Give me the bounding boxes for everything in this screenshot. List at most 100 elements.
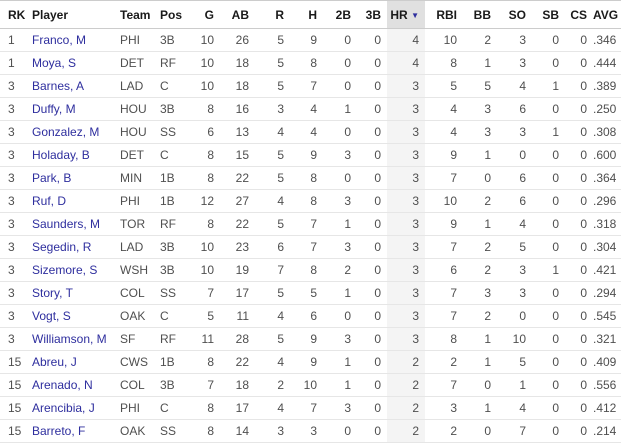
column-header-3b[interactable]: 3B: [357, 0, 387, 29]
player-link[interactable]: Holaday, B: [32, 148, 90, 162]
cell-so: 4: [497, 74, 532, 98]
column-header-g[interactable]: G: [186, 0, 220, 29]
cell-rbi: 9: [425, 143, 463, 167]
cell-r: 4: [255, 120, 290, 144]
player-link[interactable]: Arenado, N: [32, 378, 93, 392]
cell-ab: 17: [220, 281, 255, 305]
cell-sb: 0: [532, 97, 565, 121]
cell-bb: 3: [463, 120, 497, 144]
cell-g: 5: [186, 304, 220, 328]
cell-bb: 2: [463, 304, 497, 328]
column-header-rbi[interactable]: RBI: [425, 0, 463, 29]
cell-pos: SS: [160, 419, 186, 443]
player-link[interactable]: Sizemore, S: [32, 263, 98, 277]
cell-r: 7: [255, 258, 290, 282]
cell-avg: .421: [593, 258, 621, 282]
cell-rbi: 7: [425, 281, 463, 305]
player-link[interactable]: Moya, S: [32, 56, 77, 70]
player-link[interactable]: Park, B: [32, 171, 72, 185]
player-link[interactable]: Abreu, J: [32, 355, 77, 369]
cell-3b: 0: [357, 28, 387, 52]
cell-g: 8: [186, 143, 220, 167]
player-link[interactable]: Saunders, M: [32, 217, 101, 231]
cell-h: 6: [290, 304, 323, 328]
column-header-cs[interactable]: CS: [565, 0, 593, 29]
cell-cs: 0: [565, 396, 593, 420]
player-link[interactable]: Barreto, F: [32, 424, 86, 438]
column-header-avg[interactable]: AVG: [593, 0, 621, 29]
player-link[interactable]: Duffy, M: [32, 102, 76, 116]
cell-pos: RF: [160, 327, 186, 351]
cell-2b: 3: [323, 396, 357, 420]
cell-3b: 0: [357, 212, 387, 236]
column-header-so[interactable]: SO: [497, 0, 532, 29]
cell-rbi: 7: [425, 304, 463, 328]
cell-r: 4: [255, 304, 290, 328]
player-link[interactable]: Ruf, D: [32, 194, 67, 208]
player-link[interactable]: Arencibia, J: [32, 401, 95, 415]
player-link[interactable]: Barnes, A: [32, 79, 85, 93]
player-link[interactable]: Vogt, S: [32, 309, 71, 323]
cell-hr: 3: [387, 97, 425, 121]
cell-so: 6: [497, 166, 532, 190]
cell-ab: 18: [220, 74, 255, 98]
cell-team: OAK: [120, 304, 160, 328]
cell-ab: 27: [220, 189, 255, 213]
column-header-ab[interactable]: AB: [220, 0, 255, 29]
cell-bb: 1: [463, 212, 497, 236]
cell-team: DET: [120, 51, 160, 75]
cell-player: Franco, M: [32, 28, 120, 52]
cell-avg: .364: [593, 166, 621, 190]
cell-h: 7: [290, 74, 323, 98]
cell-hr: 2: [387, 350, 425, 374]
cell-sb: 0: [532, 166, 565, 190]
column-header-2b[interactable]: 2B: [323, 0, 357, 29]
cell-3b: 0: [357, 373, 387, 397]
cell-g: 10: [186, 74, 220, 98]
cell-rk: 3: [0, 74, 32, 98]
column-header-sb[interactable]: SB: [532, 0, 565, 29]
player-link[interactable]: Story, T: [32, 286, 73, 300]
column-header-label: R: [275, 7, 284, 22]
cell-ab: 26: [220, 28, 255, 52]
cell-team: LAD: [120, 235, 160, 259]
cell-rbi: 10: [425, 189, 463, 213]
cell-r: 5: [255, 74, 290, 98]
cell-rk: 3: [0, 120, 32, 144]
player-row: 3 Park, B MIN 1B 8 22 5 8 0 0 3 7 0 6 0 0.364: [0, 166, 621, 190]
cell-sb: 0: [532, 28, 565, 52]
cell-avg: .409: [593, 350, 621, 374]
cell-r: 5: [255, 28, 290, 52]
cell-pos: C: [160, 396, 186, 420]
player-link[interactable]: Gonzalez, M: [32, 125, 100, 139]
player-link[interactable]: Franco, M: [32, 33, 87, 47]
cell-ab: 18: [220, 373, 255, 397]
cell-hr: 2: [387, 419, 425, 443]
cell-r: 4: [255, 189, 290, 213]
cell-2b: 1: [323, 281, 357, 305]
column-header-h[interactable]: H: [290, 0, 323, 29]
cell-sb: 0: [532, 419, 565, 443]
cell-rbi: 9: [425, 212, 463, 236]
column-header-hr[interactable]: HR ▼: [387, 0, 425, 29]
cell-rk: 15: [0, 373, 32, 397]
cell-rk: 3: [0, 258, 32, 282]
player-link[interactable]: Williamson, M: [32, 332, 107, 346]
cell-g: 6: [186, 120, 220, 144]
cell-so: 6: [497, 189, 532, 213]
cell-g: 8: [186, 212, 220, 236]
cell-pos: 3B: [160, 373, 186, 397]
cell-2b: 0: [323, 166, 357, 190]
cell-cs: 0: [565, 143, 593, 167]
player-row: 3 Holaday, B DET C 8 15 5 9 3 0 3 9 1 0 0 0.600: [0, 143, 621, 167]
column-header-r[interactable]: R: [255, 0, 290, 29]
cell-g: 10: [186, 51, 220, 75]
cell-player: Segedin, R: [32, 235, 120, 259]
column-header-bb[interactable]: BB: [463, 0, 497, 29]
player-link[interactable]: Segedin, R: [32, 240, 92, 254]
cell-bb: 5: [463, 74, 497, 98]
cell-cs: 0: [565, 350, 593, 374]
cell-hr: 2: [387, 373, 425, 397]
cell-player: Barnes, A: [32, 74, 120, 98]
cell-rk: 3: [0, 166, 32, 190]
